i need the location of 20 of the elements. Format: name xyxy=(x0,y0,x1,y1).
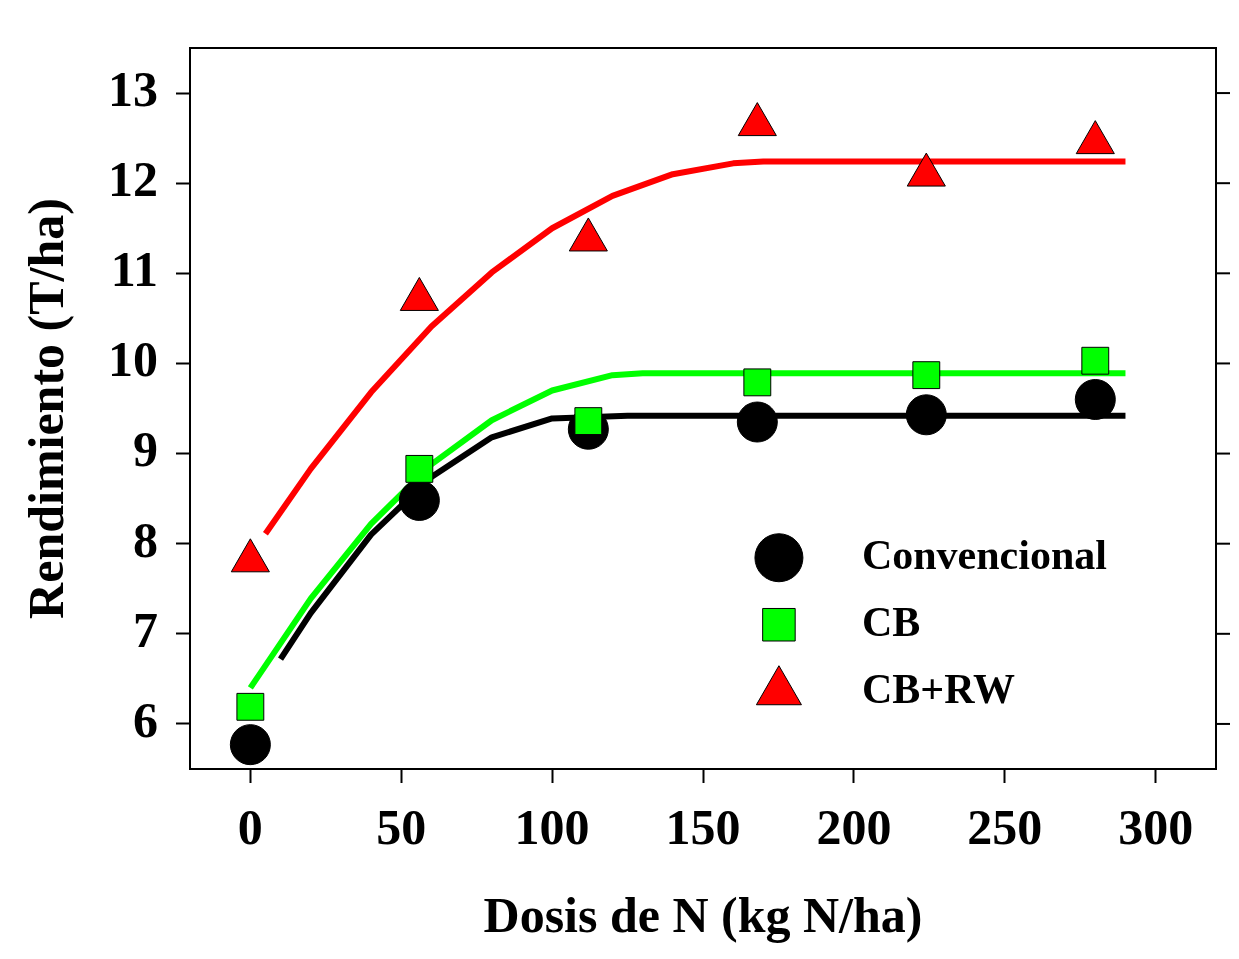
x-tick-label: 150 xyxy=(665,798,741,855)
y-tick-label: 7 xyxy=(133,601,158,658)
legend-label: CB xyxy=(861,598,921,645)
x-tick-label: 50 xyxy=(376,798,427,855)
x-axis-title: Dosis de N (kg N/ha) xyxy=(483,886,923,943)
x-tick-label: 0 xyxy=(237,798,263,855)
y-tick-label: 13 xyxy=(108,60,158,117)
y-tick-label: 8 xyxy=(133,511,158,568)
x-tick-label: 200 xyxy=(816,798,892,855)
x-tick-label: 100 xyxy=(514,798,590,855)
legend-label: CB+RW xyxy=(861,665,1016,712)
y-tick-label: 9 xyxy=(133,421,158,478)
y-tick-label: 6 xyxy=(133,691,158,748)
legend-label: Convencional xyxy=(861,531,1107,578)
y-tick-label: 10 xyxy=(108,331,158,388)
y-tick-label: 11 xyxy=(110,241,158,298)
x-tick-label: 300 xyxy=(1118,798,1194,855)
x-tick-label: 250 xyxy=(967,798,1043,855)
y-axis-title: Rendimiento (T/ha) xyxy=(17,198,74,619)
y-tick-label: 12 xyxy=(108,151,158,208)
